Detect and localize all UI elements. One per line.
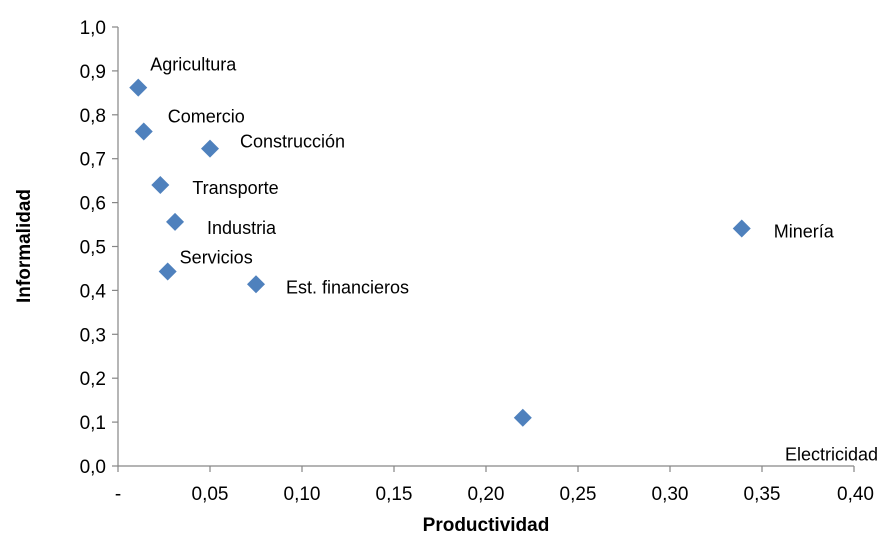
y-tick-label: 0,9 [80,62,106,83]
point-label-comercio: Comercio [168,106,245,126]
x-tick-label: 0,20 [468,484,505,505]
y-tick-label: 0,1 [80,413,106,434]
y-tick-label: 0,3 [80,325,106,346]
data-point-construccion [201,139,219,158]
x-tick-label: 0,35 [744,484,781,505]
point-label-est-financieros: Est. financieros [286,277,409,297]
point-label-servicios: Servicios [180,248,253,268]
y-tick-label: 0,0 [80,457,106,478]
y-tick-label: 0,8 [80,106,106,127]
data-points [129,78,751,427]
data-point-industria [166,212,185,231]
ticks: 0,0 0,1 0,2 0,3 0,4 0,5 0,6 0,7 0,8 0,9 1,0 - 0,05 0,… [80,18,874,505]
point-label-construccion: Construcción [240,132,345,152]
data-point-electricidad [513,408,532,427]
x-tick-label: 0,10 [284,484,321,505]
y-tick-label: 0,5 [80,238,106,259]
point-label-mineria: Minería [774,222,835,242]
data-point-comercio [134,122,153,141]
x-tick-label: - [115,484,121,505]
point-label-agricultura: Agricultura [150,55,237,75]
data-point-est-financieros [247,275,265,294]
x-tick-label: 0,05 [192,484,229,505]
data-point-mineria [732,219,751,238]
y-tick-label: 0,4 [80,281,107,302]
point-labels: Agricultura Comercio Construcción Transport… [150,55,878,465]
data-point-servicios [158,262,177,281]
data-point-transporte [151,176,170,195]
y-tick-label: 1,0 [80,18,106,39]
y-tick-label: 0,7 [80,150,106,171]
x-tick-label: 0,25 [560,484,597,505]
x-tick-label: 0,15 [376,484,413,505]
axes [117,27,854,467]
point-label-transporte: Transporte [192,178,278,198]
x-tick-label: 0,40 [837,484,874,505]
data-point-agricultura [129,78,148,97]
point-label-industria: Industria [207,218,277,238]
y-tick-label: 0,6 [80,194,106,215]
x-tick-label: 0,30 [652,484,689,505]
y-axis-title: Informalidad [14,189,35,303]
y-tick-label: 0,2 [80,369,106,390]
x-axis-title: Productividad [423,515,550,535]
point-label-electricidad: Electricidad [785,445,878,465]
